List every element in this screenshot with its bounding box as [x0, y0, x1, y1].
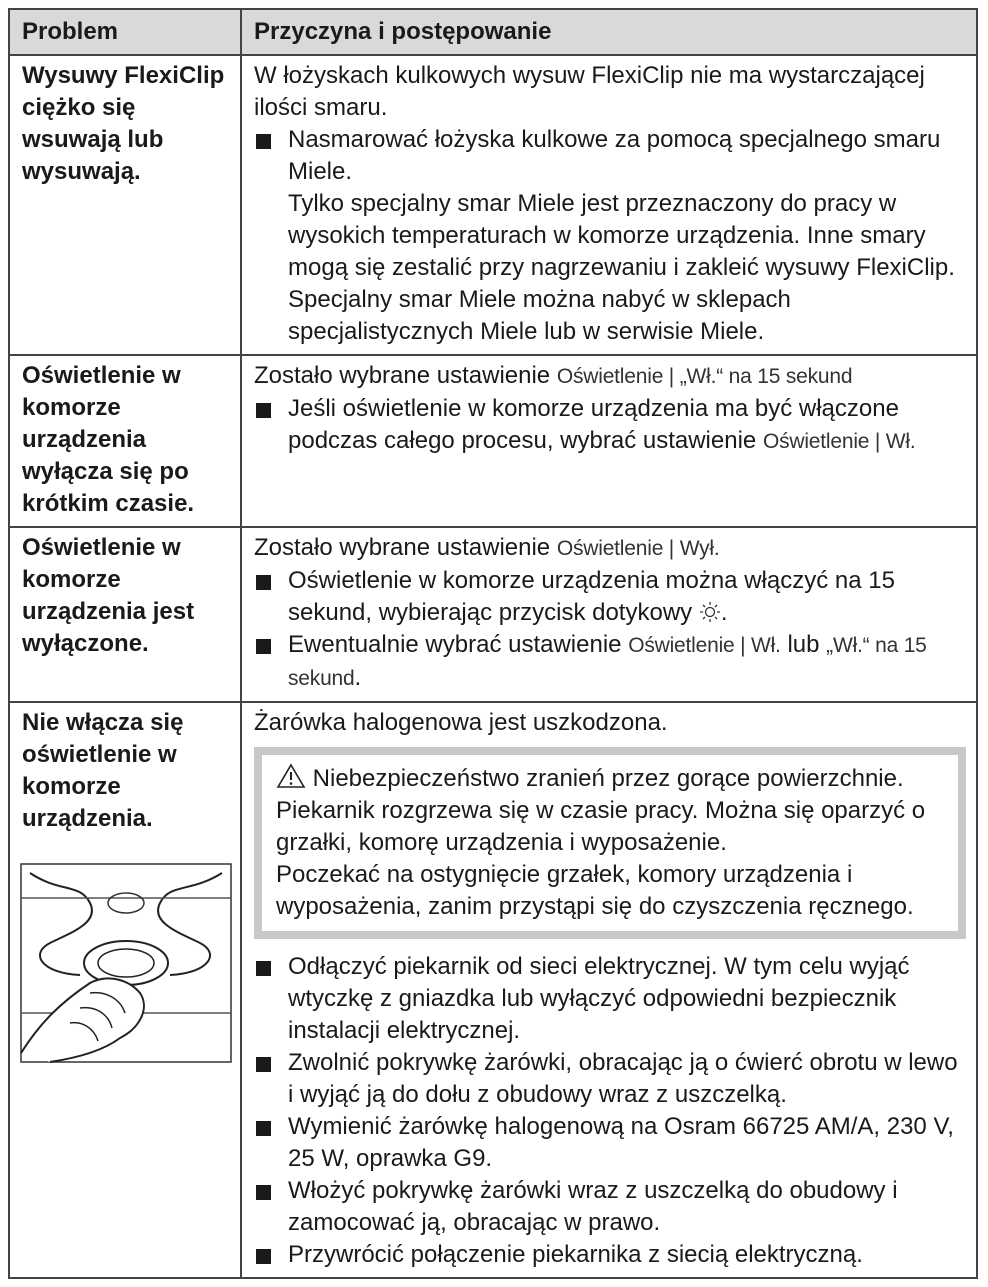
setting: Oświetlenie | Wł.	[762, 430, 916, 453]
solution: W łożyskach kulkowych wysuw FlexiClip ni…	[240, 54, 978, 356]
warning-box: Niebezpieczeństwo zranień przez gorące p…	[254, 747, 966, 939]
row: Oświetlenie w komorze urządzenia wyłącza…	[8, 354, 978, 528]
row: Oświetlenie w komorze urządzenia jest wy…	[8, 526, 978, 703]
step-text: Ewentualnie wybrać ustawienie	[288, 631, 622, 658]
step: Wymienić żarówkę halogenową na Osram 667…	[254, 1111, 966, 1175]
setting: Oświetlenie | Wył.	[556, 537, 720, 560]
steps: Odłączyć piekarnik od sieci elektrycznej…	[254, 951, 966, 1271]
steps: Jeśli oświetlenie w komorze urządzenia m…	[254, 393, 966, 458]
step: Zwolnić pokrywkę żarówki, obracając ją o…	[254, 1047, 966, 1111]
warning-title-line: Niebezpieczeństwo zranień przez gorące p…	[276, 763, 946, 795]
solution: Zostało wybrane ustawienie Oświetlenie |…	[240, 354, 978, 528]
setting: „Wł.“ na 15 sekund	[288, 634, 927, 690]
solution: Żarówka halogenowa jest uszkodzona. Nieb…	[240, 701, 978, 1279]
header-cell: Problem	[8, 8, 242, 56]
lamp-illustration	[20, 863, 232, 1063]
step-text: Jeśli oświetlenie w komorze urządzenia m…	[288, 395, 899, 454]
cause: Zostało wybrane ustawienie Oświetlenie |…	[254, 532, 966, 565]
problem: Oświetlenie w komorze urządzenia jest wy…	[8, 526, 242, 703]
problem: Nie włącza się oświetlenie w komorze urz…	[22, 709, 184, 832]
warning-text: Piekarnik rozgrzewa się w czasie pracy. …	[276, 797, 926, 856]
cause-text: Zostało wybrane ustawienie	[254, 362, 551, 389]
step-text: Nasmarować łożyska kulkowe za pomocą spe…	[288, 126, 941, 185]
step: Włożyć pokrywkę żarówki wraz z uszczelką…	[254, 1175, 966, 1239]
cause: Żarówka halogenowa jest uszkodzona.	[254, 709, 668, 736]
steps: Nasmarować łożyska kulkowe za pomocą spe…	[254, 124, 966, 348]
step: Oświetlenie w komorze urządzenia można w…	[254, 565, 966, 629]
problem: Wysuwy FlexiClip ciężko się wsuwają lub …	[8, 54, 242, 356]
step: Ewentualnie wybrać ustawienie Oświetleni…	[254, 629, 966, 695]
warning-icon	[276, 763, 306, 788]
step: Nasmarować łożyska kulkowe za pomocą spe…	[254, 124, 966, 348]
row: Wysuwy FlexiClip ciężko się wsuwają lub …	[8, 54, 978, 356]
setting: Oświetlenie | „Wł.“ na 15 sekund	[556, 365, 853, 388]
step: Przywrócić połączenie piekarnika z sieci…	[254, 1239, 966, 1271]
note: Tylko specjalny smar Miele jest przeznac…	[288, 190, 955, 345]
solution: Zostało wybrane ustawienie Oświetlenie |…	[240, 526, 978, 703]
step-text: .	[720, 599, 728, 626]
step-text: .	[354, 664, 362, 691]
cause: W łożyskach kulkowych wysuw FlexiClip ni…	[254, 62, 925, 121]
warning-text: Poczekać na ostygnięcie grzałek, komory …	[276, 861, 914, 920]
step: Jeśli oświetlenie w komorze urządzenia m…	[254, 393, 966, 458]
step-text: Oświetlenie w komorze urządzenia można w…	[288, 567, 895, 626]
step-text: lub	[787, 631, 820, 658]
problem-cell: Nie włącza się oświetlenie w komorze urz…	[8, 701, 242, 1279]
light-icon	[699, 602, 720, 622]
header-cell: Przyczyna i postępowanie	[240, 8, 978, 56]
cause-text: Zostało wybrane ustawienie	[254, 534, 551, 561]
step: Odłączyć piekarnik od sieci elektrycznej…	[254, 951, 966, 1047]
row: Nie włącza się oświetlenie w komorze urz…	[8, 701, 978, 1279]
problem: Oświetlenie w komorze urządzenia wyłącza…	[8, 354, 242, 528]
warning-title: Niebezpieczeństwo zranień przez gorące p…	[312, 765, 904, 792]
setting: Oświetlenie | Wł.	[628, 634, 781, 657]
troubleshooting-table: Problem Przyczyna i postępowanie Wysuwy …	[8, 8, 978, 1279]
cause: Zostało wybrane ustawienie Oświetlenie |…	[254, 360, 966, 393]
header-row: Problem Przyczyna i postępowanie	[8, 8, 978, 56]
steps: Oświetlenie w komorze urządzenia można w…	[254, 565, 966, 695]
